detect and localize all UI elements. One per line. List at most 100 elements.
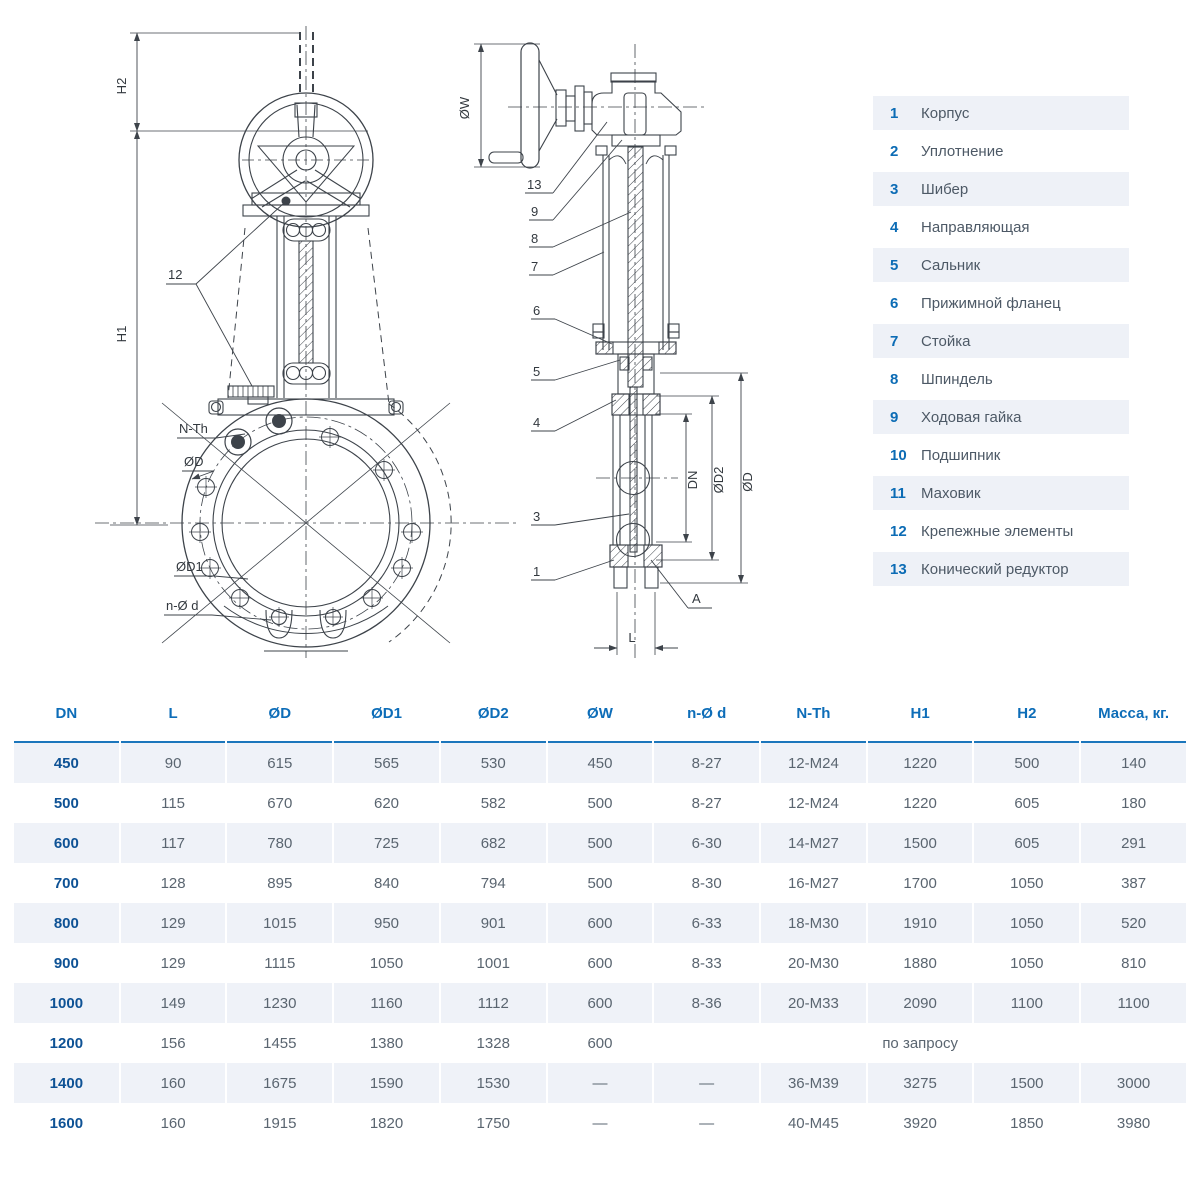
legend-item-number: 8 — [890, 370, 899, 388]
value-cell: 500 — [974, 743, 1080, 783]
value-cell: 600 — [547, 903, 653, 943]
table-row-dn-900: 900 129 1115 1050 1001 600 8-33 20-M30 1880 1050 8… — [14, 943, 1186, 983]
technical-drawing: H2 H1 — [95, 26, 755, 662]
value-cell: 1015 — [227, 903, 333, 943]
legend-item-name: Маховик — [921, 484, 981, 502]
value-cell: 90 — [120, 743, 226, 783]
value-cell: 8-27 — [691, 794, 722, 812]
legend-row: 6 Прижимной фланец — [873, 286, 1129, 320]
value-cell: 6-30 — [654, 823, 760, 863]
value-cell: 682 — [440, 823, 546, 863]
legend-row: 5 Сальник — [873, 248, 1129, 282]
value-cell: 520 — [1081, 903, 1186, 943]
legend-row: 7 Стойка — [873, 324, 1129, 358]
value-cell: 794 — [480, 874, 506, 892]
legend-item-number: 9 — [890, 408, 899, 426]
legend-item-name: Подшипник — [921, 446, 1001, 464]
dn-cell: 1400 — [14, 1063, 119, 1103]
value-cell: 1115 — [264, 954, 296, 972]
legend-item-number: 5 — [890, 256, 899, 274]
value-cell: 895 — [267, 874, 293, 892]
value-cell: 156 — [160, 1034, 186, 1052]
value-cell: 1590 — [334, 1063, 439, 1103]
legend-item-name: Ходовая гайка — [921, 408, 1022, 426]
dimensions-table-body: 450 90 615 565 530 450 8-27 12-M24 1220 500 140 500… — [14, 743, 1186, 1143]
callout-label-nth: N-Th — [179, 421, 208, 436]
value-cell: 565 — [334, 743, 439, 783]
value-cell: — — [547, 1063, 653, 1103]
table-row-dn-600: 600 117 780 725 682 500 6-30 14-M27 1500 605 291 — [14, 823, 1186, 863]
legend-item-number: 10 — [890, 446, 907, 464]
callout-label-5: 5 — [533, 364, 540, 379]
callout-label-1: 1 — [533, 564, 540, 579]
value-cell: 1380 — [369, 1034, 404, 1052]
legend-item-number: 11 — [890, 484, 906, 502]
dim-label-d2: ØD2 — [711, 467, 726, 494]
dim-label-front-d: ØD — [184, 454, 204, 469]
value-cell: 1455 — [263, 1034, 297, 1052]
legend-item-number: 4 — [890, 218, 899, 236]
value-cell: 600 — [587, 954, 613, 972]
col-header-nth: N-Th — [761, 686, 866, 743]
legend-item-name: Корпус — [921, 104, 970, 122]
value-cell: 3920 — [903, 1114, 937, 1132]
value-cell: 1050 — [1010, 874, 1044, 892]
col-header-l: L — [120, 686, 226, 743]
dim-label-w: ØW — [457, 96, 472, 119]
value-cell: — — [654, 1063, 760, 1103]
value-cell: 14-M27 — [761, 823, 866, 863]
value-cell: 6-33 — [654, 903, 760, 943]
value-cell: 12-M24 — [761, 743, 866, 783]
table-row-dn-1600: 1600 160 1915 1820 1750 — — 40-M45 3920 1850 3980 — [14, 1103, 1186, 1143]
dim-label-h2: H2 — [114, 78, 129, 95]
col-header-d1: ØD1 — [334, 686, 439, 743]
legend-item-number: 2 — [890, 142, 899, 160]
value-cell: 1220 — [867, 743, 973, 783]
value-cell: 600 — [547, 983, 653, 1023]
callout-label-3: 3 — [533, 509, 540, 524]
value-cell: 40-M45 — [787, 1114, 839, 1132]
legend-row: 1 Корпус — [873, 96, 1129, 130]
value-cell: 500 — [587, 874, 613, 892]
col-header-mass: Масса, кг. — [1081, 686, 1186, 743]
dn-cell: 700 — [53, 874, 79, 892]
side-view-drawing: ØW — [457, 42, 755, 662]
dn-cell: 1600 — [49, 1114, 84, 1132]
col-header-h1: H1 — [867, 686, 973, 743]
dn-cell: 1000 — [14, 983, 119, 1023]
table-row-dn-500: 500 115 670 620 582 500 8-27 12-M24 1220 605 180 — [14, 783, 1186, 823]
legend-item-name: Направляющая — [921, 218, 1030, 236]
value-cell: 129 — [160, 954, 186, 972]
legend-item-name: Стойка — [921, 332, 971, 350]
legend-item-number: 7 — [890, 332, 899, 350]
value-cell: 1220 — [903, 794, 937, 812]
value-cell: 1001 — [476, 954, 510, 972]
value-cell: 1050 — [369, 954, 404, 972]
value-cell: 3000 — [1081, 1063, 1186, 1103]
dn-cell: 600 — [14, 823, 119, 863]
value-cell: 605 — [974, 823, 1080, 863]
value-cell: 8-27 — [654, 743, 760, 783]
table-row-dn-1400: 1400 160 1675 1590 1530— —36-M39 3275 1500 3000 — [14, 1063, 1186, 1103]
value-cell: 2090 — [867, 983, 973, 1023]
callout-label-6: 6 — [533, 303, 540, 318]
value-cell: 1500 — [867, 823, 973, 863]
value-cell: 129 — [120, 903, 226, 943]
value-cell: 3980 — [1116, 1114, 1151, 1132]
col-header-nd: n-Ø d — [654, 686, 760, 743]
value-cell: 3275 — [867, 1063, 973, 1103]
legend-item-name: Шпиндель — [921, 370, 993, 388]
value-cell: 605 — [1014, 794, 1040, 812]
legend-item-number: 13 — [890, 560, 907, 578]
dn-cell: 800 — [14, 903, 119, 943]
legend-item-name: Сальник — [921, 256, 981, 274]
table-row-dn-700: 700 128 895 840 794 500 8-30 16-M27 1700 1050 387 — [14, 863, 1186, 903]
legend-row: 12 Крепежные элементы — [873, 514, 1129, 548]
legend-row: 9 Ходовая гайка — [873, 400, 1129, 434]
col-header-h2: H2 — [974, 686, 1080, 743]
dn-cell: 900 — [53, 954, 79, 972]
value-cell: 450 — [547, 743, 653, 783]
table-row-dn-450: 450 90 615 565 530 450 8-27 12-M24 1220 500 140 — [14, 743, 1186, 783]
value-cell: 1850 — [1010, 1114, 1044, 1132]
dim-label-front-d1: ØD1 — [176, 559, 203, 574]
